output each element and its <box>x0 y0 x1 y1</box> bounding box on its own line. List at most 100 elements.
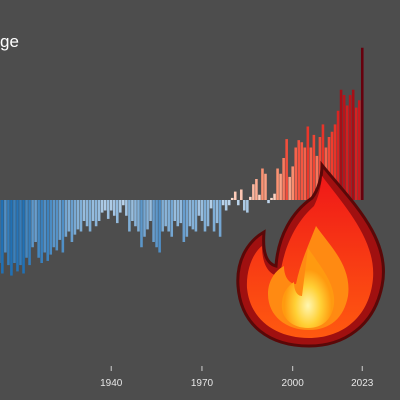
bar-2014 <box>333 124 337 200</box>
bar-1920 <box>49 200 53 255</box>
bar-1940 <box>109 200 113 211</box>
bar-2023 <box>360 47 364 200</box>
fire-icon <box>236 160 385 348</box>
bar-1936 <box>97 200 101 221</box>
bar-1950 <box>140 200 143 248</box>
bar-2000 <box>291 166 294 200</box>
bar-1990 <box>261 168 264 200</box>
bar-1919 <box>46 200 50 261</box>
bar-1994 <box>273 193 276 200</box>
bar-1931 <box>82 200 86 221</box>
bar-2009 <box>318 137 322 200</box>
bar-1966 <box>188 200 192 227</box>
bar-1935 <box>94 200 98 227</box>
bar-1903 <box>0 200 1 263</box>
bar-2019 <box>348 95 352 200</box>
bars-group <box>0 47 364 276</box>
bar-1992 <box>267 200 270 204</box>
bar-1993 <box>270 197 273 200</box>
bar-1971 <box>203 200 207 232</box>
bar-1953 <box>149 200 152 221</box>
bar-1905 <box>4 200 7 253</box>
bar-2012 <box>327 137 331 200</box>
bar-1916 <box>37 200 40 258</box>
bar-1928 <box>73 200 77 235</box>
bar-2022 <box>357 100 361 200</box>
bar-1977 <box>221 200 225 206</box>
bar-1939 <box>106 200 110 219</box>
bar-1969 <box>197 200 201 216</box>
bar-1921 <box>52 200 56 248</box>
bar-1914 <box>31 200 34 248</box>
bar-1930 <box>79 200 83 232</box>
bar-1922 <box>55 200 59 251</box>
bar-1949 <box>137 200 140 232</box>
bar-1952 <box>146 200 149 230</box>
bar-1906 <box>7 200 10 266</box>
bar-1926 <box>67 200 71 232</box>
bar-1995 <box>276 168 279 200</box>
bar-1943 <box>119 200 122 213</box>
bar-1918 <box>43 200 46 253</box>
bar-1987 <box>252 184 255 200</box>
bar-1981 <box>233 191 237 200</box>
bar-1968 <box>194 200 198 232</box>
bar-1974 <box>212 200 216 232</box>
bar-1924 <box>61 200 65 253</box>
bar-2001 <box>294 147 298 200</box>
bar-1923 <box>58 200 62 240</box>
x-tick-label-1940: 1940 <box>100 378 123 389</box>
bar-1984 <box>243 200 246 211</box>
bar-1963 <box>179 200 183 224</box>
bar-1955 <box>155 200 158 248</box>
bar-1915 <box>34 200 37 242</box>
bar-2002 <box>297 140 301 200</box>
bar-2008 <box>315 155 319 200</box>
bar-2017 <box>342 95 346 200</box>
bar-1998 <box>285 139 288 200</box>
bar-1988 <box>255 179 258 200</box>
bar-1951 <box>143 200 146 237</box>
bar-1960 <box>170 200 174 237</box>
bar-1996 <box>279 173 282 200</box>
bar-1911 <box>22 200 25 274</box>
bar-1958 <box>164 200 167 227</box>
bar-2010 <box>321 124 325 200</box>
bar-1954 <box>152 200 155 242</box>
bar-1970 <box>200 200 204 221</box>
bar-1941 <box>112 200 116 216</box>
bar-1925 <box>64 200 68 237</box>
bar-1979 <box>227 200 231 206</box>
bar-1938 <box>103 200 107 211</box>
bar-2006 <box>309 147 313 200</box>
x-tick-label-2000: 2000 <box>282 378 305 389</box>
bar-1913 <box>28 200 31 266</box>
bar-2004 <box>303 147 307 200</box>
bar-1975 <box>215 200 219 224</box>
bar-1961 <box>173 200 177 221</box>
bar-1965 <box>185 200 189 237</box>
bar-1972 <box>206 200 210 227</box>
bar-2021 <box>354 107 358 200</box>
bar-1945 <box>125 200 128 216</box>
bar-1956 <box>158 200 161 253</box>
bar-2005 <box>306 126 310 200</box>
bar-2016 <box>339 89 343 200</box>
bar-1917 <box>40 200 43 263</box>
bar-1973 <box>209 200 213 209</box>
bar-1937 <box>100 200 104 213</box>
bar-1910 <box>19 200 22 266</box>
bar-1982 <box>236 200 240 206</box>
bar-1989 <box>258 194 261 200</box>
bar-2007 <box>312 134 316 200</box>
bar-1934 <box>91 200 95 221</box>
bar-1959 <box>167 200 170 232</box>
bar-1904 <box>1 200 4 274</box>
bar-1908 <box>13 200 16 263</box>
bar-1942 <box>116 200 119 224</box>
bar-2003 <box>300 142 304 200</box>
bar-1948 <box>134 200 137 227</box>
bar-1944 <box>122 200 125 206</box>
bar-1985 <box>246 200 249 213</box>
